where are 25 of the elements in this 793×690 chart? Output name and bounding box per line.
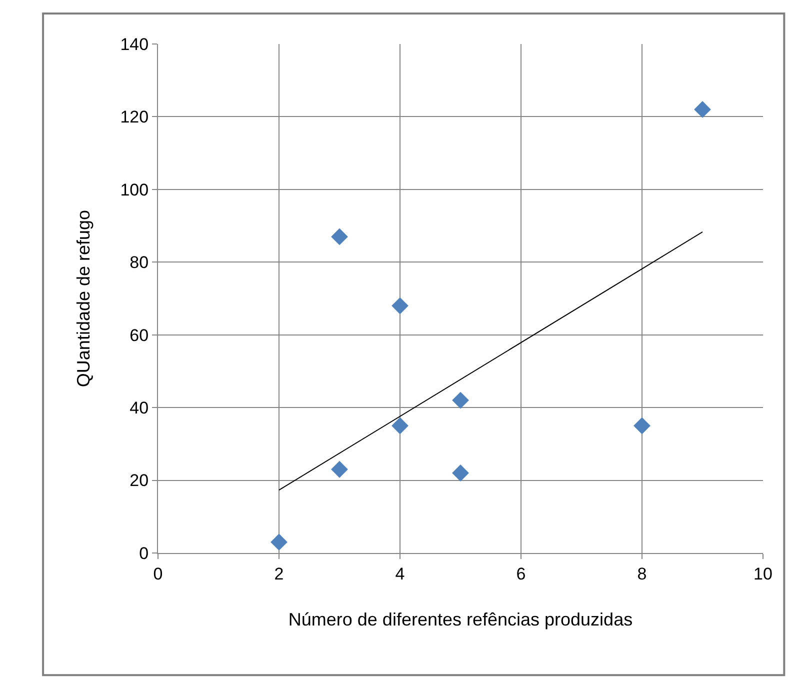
y-tick-label: 120 bbox=[120, 108, 149, 127]
x-tick-label: 10 bbox=[754, 564, 772, 584]
point bbox=[270, 534, 288, 551]
y-tick-label: 0 bbox=[139, 544, 149, 563]
x-tick-label: 0 bbox=[153, 564, 163, 584]
x-tick-label: 2 bbox=[274, 564, 284, 584]
point bbox=[392, 297, 408, 314]
y-tick-label: 80 bbox=[130, 253, 149, 272]
x-axis-title: Número de diferentes refências produzidas bbox=[288, 610, 633, 630]
point bbox=[452, 464, 469, 482]
point bbox=[634, 417, 650, 434]
point bbox=[331, 460, 348, 478]
y-tick-label: 60 bbox=[130, 326, 149, 345]
x-tick-label: 8 bbox=[637, 564, 647, 584]
y-tick-label: 140 bbox=[120, 34, 149, 54]
y-axis-title: QUantidade de refugo bbox=[73, 210, 94, 388]
point bbox=[694, 100, 711, 118]
y-tick-label: 20 bbox=[130, 471, 149, 490]
y-tick-label: 100 bbox=[120, 180, 149, 200]
x-tick-label: 4 bbox=[395, 564, 405, 584]
y-tick-label: 40 bbox=[130, 398, 149, 418]
x-tick-label: 6 bbox=[516, 564, 526, 584]
point bbox=[331, 228, 348, 246]
point bbox=[392, 417, 408, 434]
point bbox=[452, 392, 469, 409]
